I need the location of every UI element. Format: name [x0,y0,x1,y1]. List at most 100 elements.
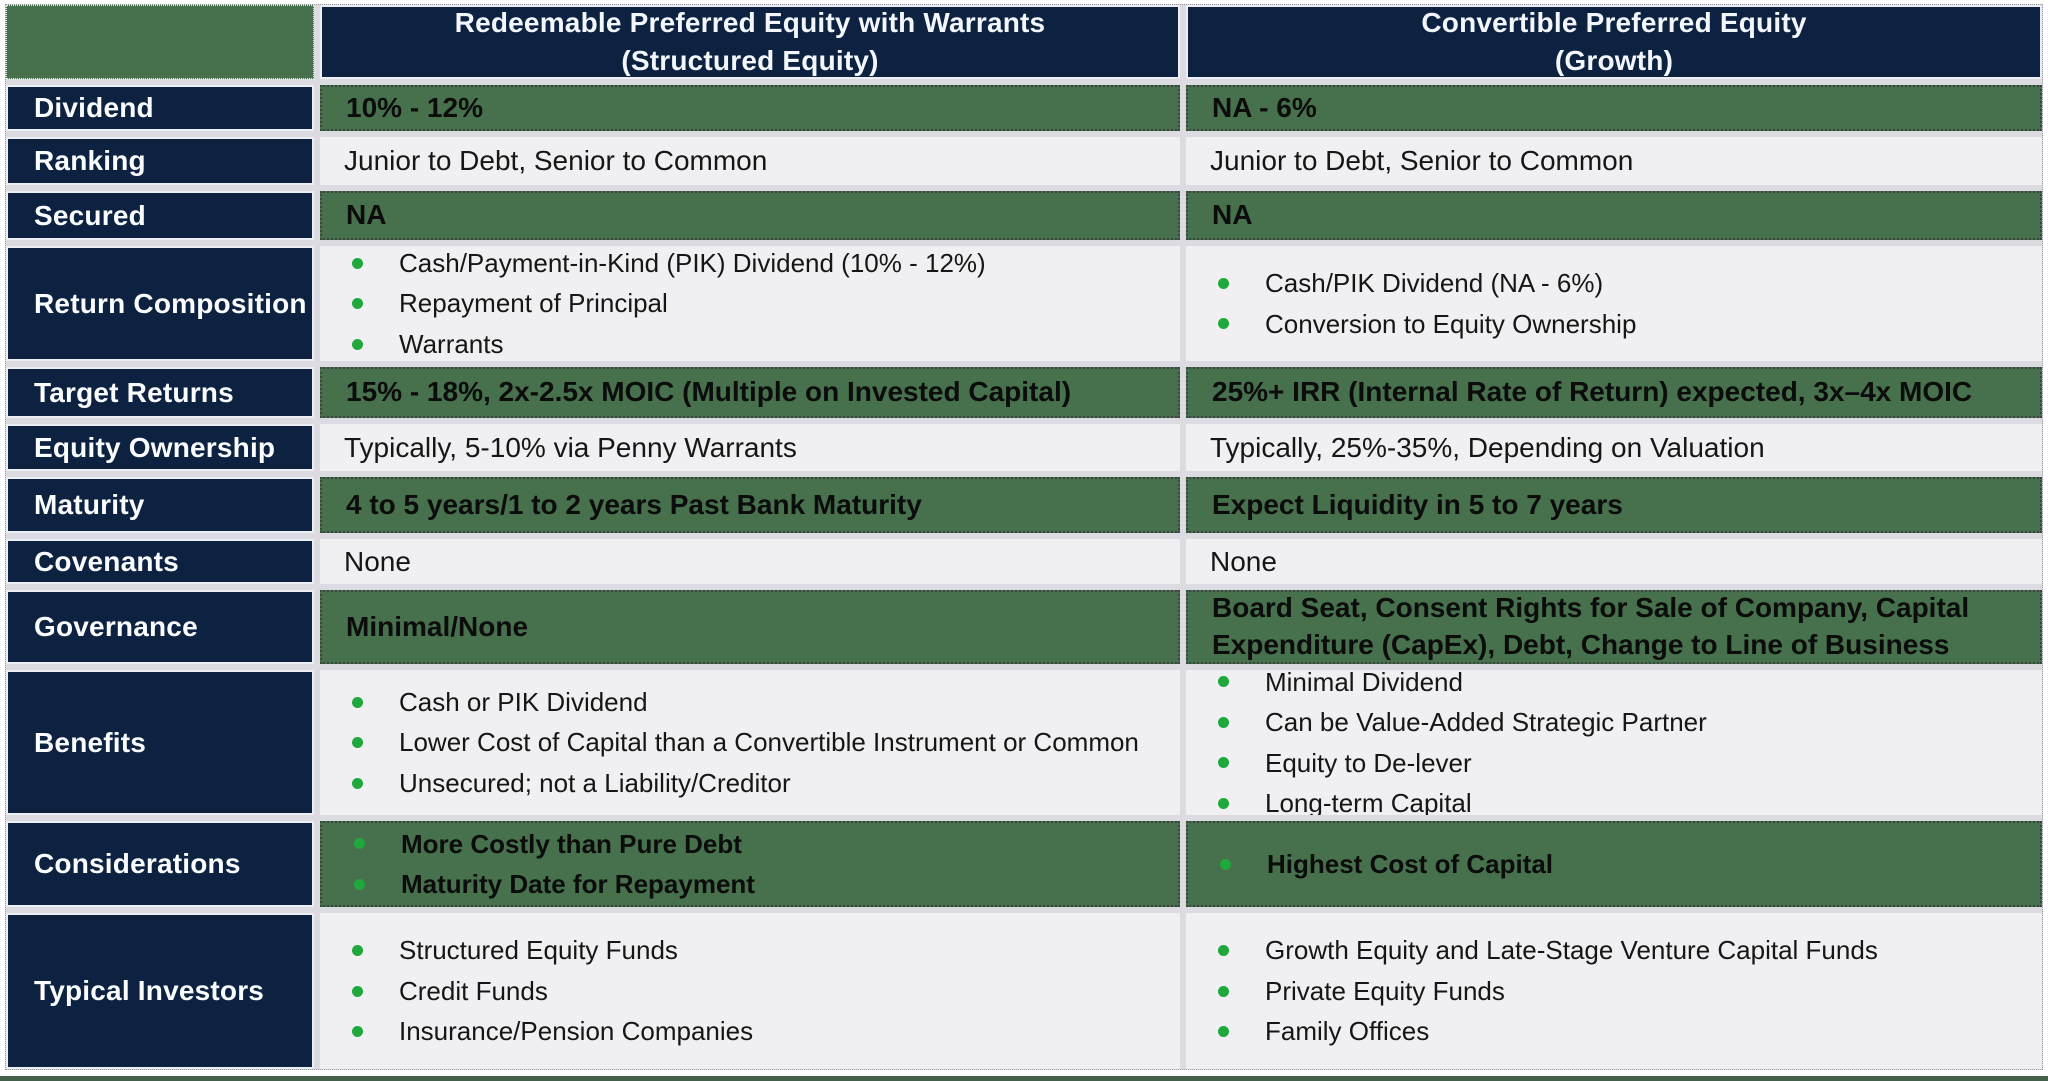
row-label-covenants: Covenants [6,539,314,584]
cell-maturity-structured: 4 to 5 years/1 to 2 years Past Bank Matu… [320,477,1180,533]
row-label-typical-investors: Typical Investors [6,913,314,1069]
bullet-text: Growth Equity and Late-Stage Venture Cap… [1265,935,1878,966]
bullet-list: Cash/Payment-in-Kind (PIK) Dividend (10%… [344,246,1160,361]
cell-benefits-convertible: Minimal Dividend Can be Value-Added Stra… [1186,670,2042,815]
cell-text: NA [346,199,387,231]
bullet-icon [352,338,363,350]
cell-text: Minimal/None [346,610,529,642]
bullet-icon [352,945,363,956]
bullet-text: Warrants [399,328,504,359]
bullet-icon [354,838,365,850]
header-structured-line1: Redeemable Preferred Equity with Warrant… [454,7,1046,39]
bullet-icon [354,878,365,890]
cell-text: 4 to 5 years/1 to 2 years Past Bank Matu… [346,488,922,520]
list-item: Long-term Capital [1218,787,2022,815]
cell-considerations-convertible: Highest Cost of Capital [1186,821,2042,907]
bullet-text: Cash/Payment-in-Kind (PIK) Dividend (10%… [399,247,986,278]
bullet-list: Minimal Dividend Can be Value-Added Stra… [1210,670,2022,815]
list-item: Can be Value-Added Strategic Partner [1218,706,2022,739]
bullet-icon [1218,277,1229,289]
row-label-return-composition: Return Composition [6,246,314,361]
row-label-secured: Secured [6,191,314,240]
cell-governance-convertible: Board Seat, Consent Rights for Sale of C… [1186,590,2042,664]
bullet-icon [352,1026,363,1037]
list-item: Unsecured; not a Liability/Creditor [352,767,1160,800]
row-label-dividend: Dividend [6,85,314,131]
cell-ranking-convertible: Junior to Debt, Senior to Common [1186,137,2042,185]
header-convertible-line1: Convertible Preferred Equity [1421,7,1807,39]
bullet-text: Lower Cost of Capital than a Convertible… [399,727,1139,758]
bullet-icon [352,257,363,269]
bullet-icon [1218,318,1229,330]
bullet-icon [1218,1026,1229,1037]
list-item: Lower Cost of Capital than a Convertible… [352,726,1160,759]
bullet-text: Unsecured; not a Liability/Creditor [399,767,791,798]
cell-text: NA - 6% [1212,91,1317,123]
cell-dividend-structured: 10% - 12% [320,85,1180,131]
cell-text: NA [1212,199,1253,231]
list-item: Equity to De-lever [1218,747,2022,780]
bullet-list: Growth Equity and Late-Stage Venture Cap… [1210,926,2022,1056]
row-label-target-returns: Target Returns [6,367,314,418]
bullet-text: Credit Funds [399,975,548,1006]
header-convertible-equity: Convertible Preferred Equity (Growth) [1186,5,2042,79]
header-corner-swatch [6,5,314,79]
cell-text: None [1210,545,1277,577]
cell-covenants-convertible: None [1186,539,2042,584]
bottom-accent-bar [0,1076,2048,1081]
row-label-ranking: Ranking [6,137,314,185]
list-item: Family Offices [1218,1015,2022,1048]
cell-text: Typically, 5-10% via Penny Warrants [344,431,797,463]
list-item: Insurance/Pension Companies [352,1015,1160,1048]
bullet-list: Highest Cost of Capital [1212,840,2020,889]
cell-equity-ownership-structured: Typically, 5-10% via Penny Warrants [320,424,1180,471]
bullet-text: Highest Cost of Capital [1267,848,1554,879]
row-label-governance: Governance [6,590,314,664]
bullet-icon [1218,985,1229,997]
header-convertible-line2: (Growth) [1554,45,1674,76]
bullet-icon [1218,676,1229,688]
cell-text: None [344,545,411,577]
row-label-maturity: Maturity [6,477,314,533]
bullet-text: Conversion to Equity Ownership [1265,308,1637,339]
cell-text: Typically, 25%-35%, Depending on Valuati… [1210,431,1765,463]
cell-text: Expect Liquidity in 5 to 7 years [1212,488,1623,520]
list-item: Credit Funds [352,975,1160,1008]
cell-dividend-convertible: NA - 6% [1186,85,2042,131]
bullet-icon [1220,858,1231,870]
row-label-equity-ownership: Equity Ownership [6,424,314,471]
bullet-text: Minimal Dividend [1265,670,1463,697]
cell-text: Junior to Debt, Senior to Common [344,145,768,176]
bullet-icon [352,985,363,997]
bullet-icon [352,298,363,309]
cell-typical-investors-structured: Structured Equity Funds Credit Funds Ins… [320,913,1180,1069]
list-item: Minimal Dividend [1218,670,2022,698]
cell-target-returns-structured: 15% - 18%, 2x-2.5x MOIC (Multiple on Inv… [320,367,1180,418]
cell-text: 15% - 18%, 2x-2.5x MOIC (Multiple on Inv… [346,376,1072,408]
comparison-table: Redeemable Preferred Equity with Warrant… [5,4,2043,1070]
cell-benefits-structured: Cash or PIK Dividend Lower Cost of Capit… [320,670,1180,815]
cell-text: Junior to Debt, Senior to Common [1210,145,1634,176]
cell-text: 25%+ IRR (Internal Rate of Return) expec… [1212,376,1973,408]
cell-governance-structured: Minimal/None [320,590,1180,664]
header-structured-equity: Redeemable Preferred Equity with Warrant… [320,5,1180,79]
cell-secured-convertible: NA [1186,191,2042,240]
bullet-text: Equity to De-lever [1265,747,1472,778]
bullet-text: Insurance/Pension Companies [399,1016,754,1047]
row-label-benefits: Benefits [6,670,314,815]
list-item: Cash/PIK Dividend (NA - 6%) [1218,267,2022,300]
bullet-icon [352,696,363,708]
list-item: Cash or PIK Dividend [352,686,1160,719]
header-structured-line2: (Structured Equity) [621,45,879,76]
cell-ranking-structured: Junior to Debt, Senior to Common [320,137,1180,185]
list-item: Repayment of Principal [352,287,1160,320]
list-item: Private Equity Funds [1218,975,2022,1008]
bullet-icon [1218,716,1229,728]
list-item: Conversion to Equity Ownership [1218,308,2022,341]
bullet-icon [1218,945,1229,956]
bullet-text: Cash or PIK Dividend [399,686,648,717]
cell-considerations-structured: More Costly than Pure Debt Maturity Date… [320,821,1180,907]
list-item: Maturity Date for Repayment [354,868,1158,901]
list-item: Highest Cost of Capital [1220,848,2020,881]
cell-target-returns-convertible: 25%+ IRR (Internal Rate of Return) expec… [1186,367,2042,418]
